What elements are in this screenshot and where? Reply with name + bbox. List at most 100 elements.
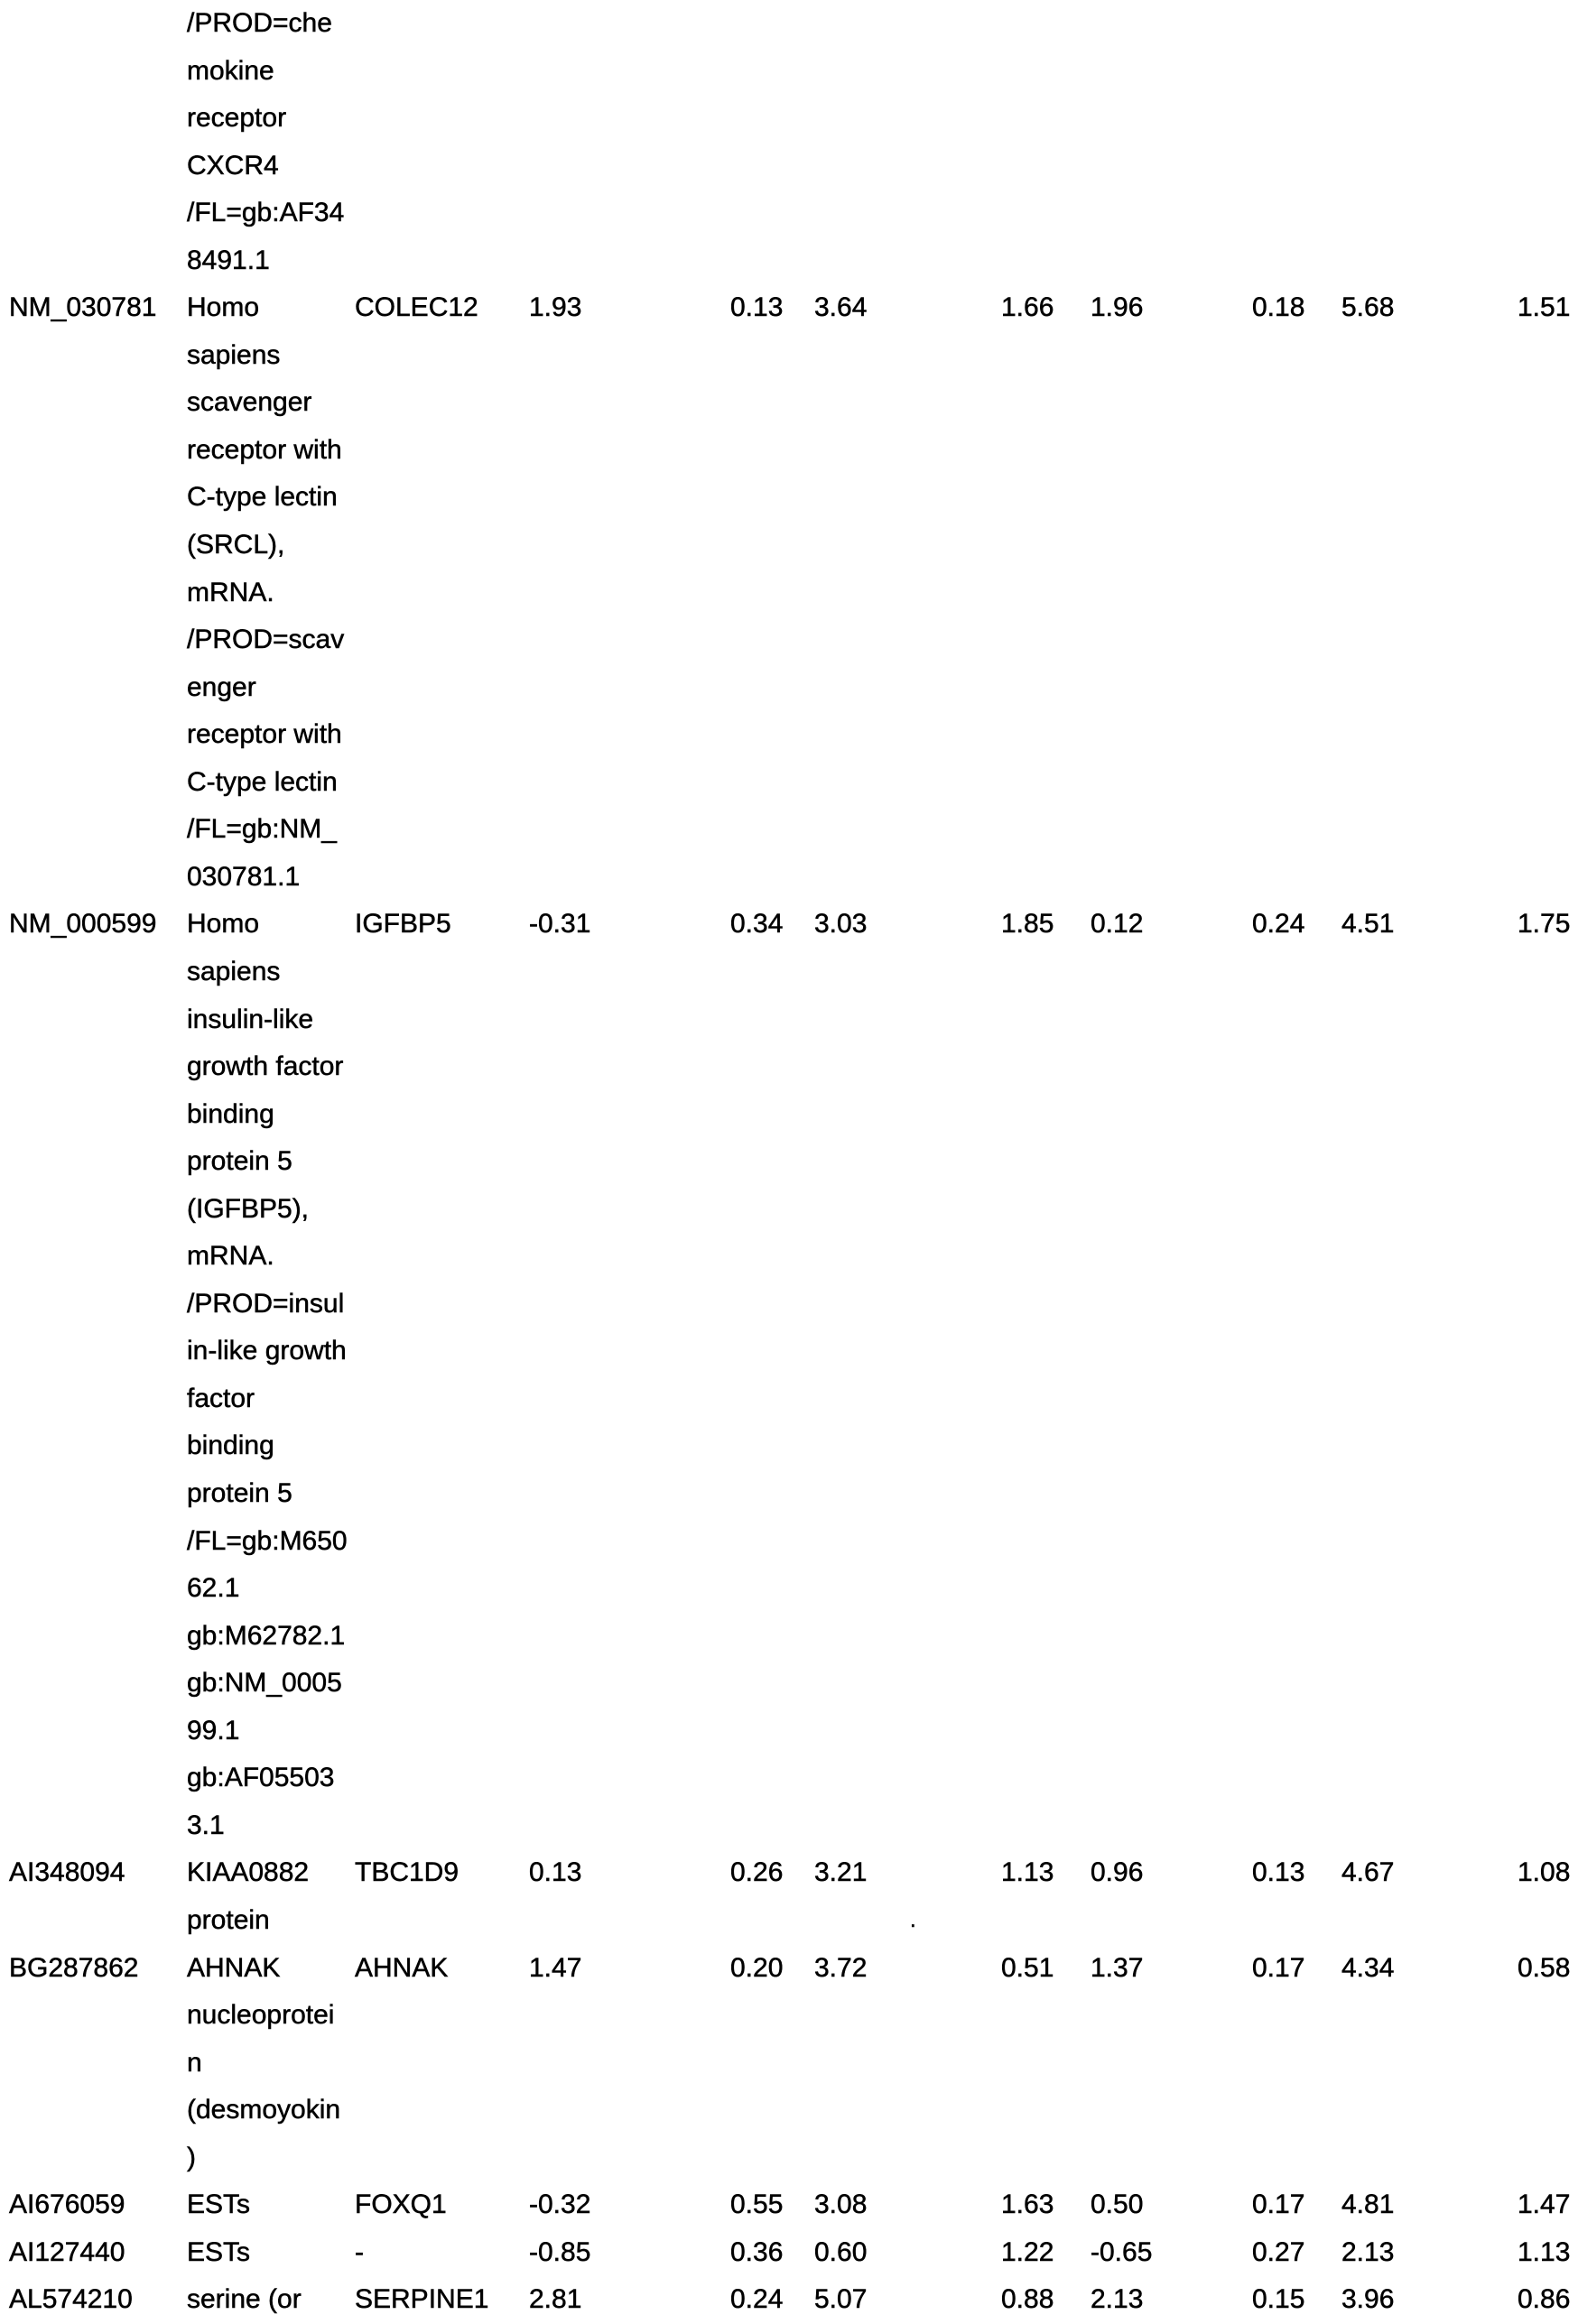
value-cell: 1.85 [1001, 909, 1054, 940]
value-cell: 0.88 [1001, 2284, 1054, 2315]
value-cell: -0.85 [529, 2236, 591, 2267]
value-cell: 1.47 [529, 1952, 582, 1983]
description-line: C-type lectin [187, 482, 338, 513]
description-line: 030781.1 [187, 861, 301, 892]
accession-cell: BG287862 [9, 1952, 139, 1983]
value-cell: 4.34 [1341, 1952, 1395, 1983]
description-line: sapiens [187, 339, 281, 370]
table-row: AI676059 ESTs FOXQ1 -0.32 0.55 3.08 1.63 0.50 0.… [0, 2181, 1578, 2229]
value-cell: 1.96 [1091, 292, 1144, 323]
value-cell: 0.24 [730, 2284, 784, 2315]
description-line: Homo [187, 292, 260, 323]
description-line: scavenger [187, 387, 312, 418]
description-cell: /PROD=che mokine receptor CXCR4/FL=gb:AF34 8… [187, 0, 345, 284]
description-line: (IGFBP5), [187, 1193, 310, 1224]
description-line: mRNA. [187, 577, 274, 607]
description-line: protein [187, 1904, 270, 1935]
description-line: 62.1 [187, 1573, 240, 1604]
gene-symbol-cell: AHNAK [355, 1952, 449, 1983]
table-row: AL574210 serine (or SERPINE1 2.81 0.24 5.07 0.… [0, 2276, 1578, 2324]
description-line: CXCR4 [187, 150, 279, 181]
description-line: /FL=gb:M650 [187, 1525, 348, 1556]
value-cell: 0.96 [1091, 1857, 1144, 1888]
description-cell: ESTs [187, 2181, 251, 2229]
gene-symbol-cell: IGFBP5 [355, 909, 451, 940]
value-cell: 0.12 [1091, 909, 1144, 940]
description-line: Homo [187, 909, 260, 940]
table-row: BG287862 AHNAK nucleoprotei n (desmoyokin) AH… [0, 1945, 1578, 2182]
value-cell: 3.72 [814, 1952, 868, 1983]
value-cell: 1.13 [1001, 1857, 1054, 1888]
value-cell: 0.60 [814, 2236, 868, 2267]
description-line: serine (or [187, 2284, 302, 2315]
gene-symbol-cell: SERPINE1 [355, 2284, 489, 2315]
table-row: NM_030781 Homo sapiens scavenger receptor wi… [0, 284, 1578, 901]
value-cell: 0.18 [1252, 292, 1305, 323]
value-cell: 0.34 [730, 909, 784, 940]
description-line: nucleoprotei [187, 2000, 335, 2031]
description-line: receptor with [187, 719, 342, 750]
value-cell: 1.13 [1518, 2236, 1571, 2267]
description-line: AHNAK [187, 1952, 281, 1983]
table-row: AI127440 ESTs - -0.85 0.36 0.60 1.22 -0.65 0.27 2… [0, 2229, 1578, 2277]
value-cell: -0.32 [529, 2190, 591, 2220]
description-line: sapiens [187, 956, 281, 986]
description-line: gb:NM_0005 [187, 1668, 342, 1699]
description-cell: Homo sapiens scavenger receptor with C-type … [187, 284, 345, 901]
value-cell: 1.37 [1091, 1952, 1144, 1983]
value-cell: 0.50 [1091, 2190, 1144, 2220]
description-line: protein 5 [187, 1146, 292, 1177]
table-row: NM_000599 Homo sapiens insulin-like growth f… [0, 901, 1578, 1849]
description-cell: AHNAK nucleoprotei n (desmoyokin) [187, 1945, 341, 2182]
gene-symbol-cell: - [355, 2236, 365, 2267]
scan-artifact-dot: . [910, 1908, 916, 1932]
value-cell: 0.55 [730, 2190, 784, 2220]
value-cell: -0.65 [1091, 2236, 1153, 2267]
description-line: (SRCL), [187, 530, 285, 560]
value-cell: 2.13 [1091, 2284, 1144, 2315]
value-cell: 3.64 [814, 292, 868, 323]
value-cell: 0.17 [1252, 2190, 1305, 2220]
accession-cell: AL574210 [9, 2284, 133, 2315]
description-line: ) [187, 2142, 197, 2172]
description-line: binding [187, 1431, 274, 1461]
description-line: (desmoyokin [187, 2095, 341, 2125]
description-line: binding [187, 1098, 274, 1129]
description-line: growth factor [187, 1051, 344, 1082]
value-cell: 1.75 [1518, 909, 1571, 940]
value-cell: 0.17 [1252, 1952, 1305, 1983]
value-cell: 3.08 [814, 2190, 868, 2220]
description-cell: KIAA0882 protein [187, 1849, 310, 1944]
value-cell: 1.08 [1518, 1857, 1571, 1888]
description-cell: Homo sapiens insulin-like growth factor bind… [187, 901, 348, 1849]
value-cell: -0.31 [529, 909, 591, 940]
gene-symbol-cell: TBC1D9 [355, 1857, 459, 1888]
description-line: /FL=gb:NM_ [187, 814, 337, 845]
value-cell: 0.26 [730, 1857, 784, 1888]
description-line: mRNA. [187, 1241, 274, 1272]
description-line: receptor with [187, 434, 342, 465]
value-cell: 0.27 [1252, 2236, 1305, 2267]
value-cell: 4.51 [1341, 909, 1395, 940]
description-cell: ESTs [187, 2229, 251, 2277]
value-cell: 4.67 [1341, 1857, 1395, 1888]
value-cell: 0.13 [1252, 1857, 1305, 1888]
description-line: KIAA0882 [187, 1857, 310, 1888]
value-cell: 0.15 [1252, 2284, 1305, 2315]
value-cell: 2.13 [1341, 2236, 1395, 2267]
description-line: 99.1 [187, 1715, 240, 1745]
value-cell: 0.58 [1518, 1952, 1571, 1983]
table-row: AI348094 KIAA0882 protein TBC1D9 0.13 0.26 3.2… [0, 1849, 1578, 1944]
value-cell: 4.81 [1341, 2190, 1395, 2220]
description-line: n [187, 2047, 202, 2078]
description-line: protein 5 [187, 1478, 292, 1508]
description-line: /PROD=scav [187, 625, 345, 655]
value-cell: 2.81 [529, 2284, 582, 2315]
value-cell: 0.24 [1252, 909, 1305, 940]
value-cell: 1.63 [1001, 2190, 1054, 2220]
accession-cell: AI348094 [9, 1857, 125, 1888]
gene-symbol-cell: COLEC12 [355, 292, 478, 323]
value-cell: 1.22 [1001, 2236, 1054, 2267]
accession-cell: NM_030781 [9, 292, 157, 323]
